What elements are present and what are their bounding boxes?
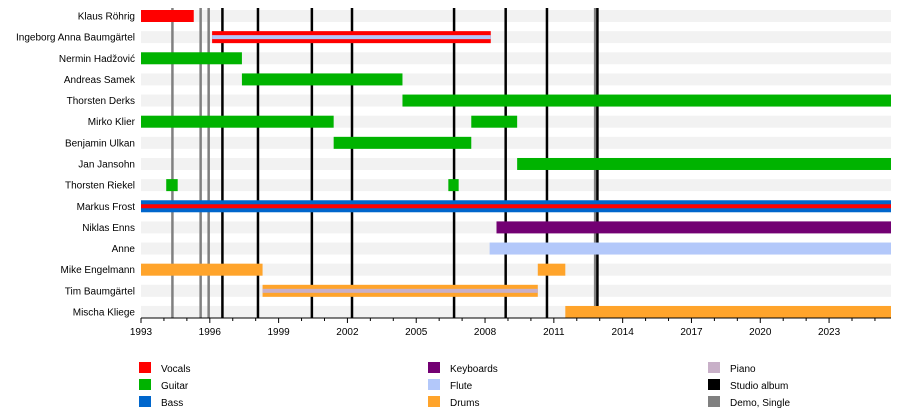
row-background [141,263,891,276]
member-label: Klaus Röhrig [78,12,135,23]
bar-guitar [448,179,459,192]
bar-stripe-flute [212,35,491,40]
legend-label: Bass [161,398,183,408]
legend-swatch-studio-album [708,379,720,390]
legend-label: Demo, Single [730,398,790,408]
member-label: Nermin Hadžović [59,54,135,65]
bar-flute [489,242,891,255]
bar-stripe-piano [262,288,538,293]
bar-drums [141,263,263,276]
legend-label: Flute [450,381,473,392]
member-label: Mischa Kliege [73,307,136,318]
member-label: Thorsten Derks [67,96,135,107]
bar-guitar [471,115,518,128]
member-label: Mike Engelmann [61,265,135,276]
row-background [141,179,891,192]
row-background [141,52,891,65]
legend-label: Studio album [730,381,788,392]
bar-guitar [166,179,178,192]
legend-swatch-drums [428,396,440,407]
member-label: Jan Jansohn [78,159,135,170]
member-label: Thorsten Riekel [65,181,135,192]
x-tick-label: 2020 [749,327,772,338]
bar-drums [537,263,566,276]
bar-guitar [241,73,403,86]
member-label: Ingeborg Anna Baumgärtel [16,33,135,44]
x-tick-label: 1993 [130,327,153,338]
bar-guitar [141,52,242,65]
legend-label: Vocals [161,364,190,375]
bar-keyboards [496,221,891,234]
legend-swatch-bass [139,396,151,407]
legend-swatch-flute [428,379,440,390]
bar-guitar [402,94,891,107]
member-label: Andreas Samek [64,75,136,86]
x-tick-label: 2014 [612,327,635,338]
legend-swatch-guitar [139,379,151,390]
legend-label: Guitar [161,381,189,392]
x-tick-label: 1999 [267,327,290,338]
x-tick-label: 2008 [474,327,497,338]
x-tick-label: 2011 [543,327,565,338]
bar-stripe-vocals [141,204,891,209]
x-tick-label: 2002 [336,327,359,338]
x-tick-label: 2017 [680,327,703,338]
bar-vocals [141,10,194,22]
legend-swatch-piano [708,362,720,373]
x-tick-label: 2023 [818,327,841,338]
legend-label: Keyboards [450,364,498,375]
member-label: Niklas Enns [82,223,135,234]
x-tick-label: 2005 [405,327,428,338]
row-background [141,136,891,149]
bar-guitar [333,136,472,149]
member-label: Tim Baumgärtel [65,286,135,297]
bar-guitar [517,157,891,170]
member-label: Mirko Klier [88,117,136,128]
bar-drums [565,305,891,318]
legend-swatch-keyboards [428,362,440,373]
legend-swatch-demo-single [708,396,720,407]
member-label: Anne [112,244,136,255]
legend-swatch-vocals [139,362,151,373]
row-background [141,10,891,22]
legend-label: Piano [730,364,756,375]
member-label: Benjamin Ulkan [65,138,135,149]
member-label: Markus Frost [77,202,136,213]
legend-label: Drums [450,398,479,408]
bar-guitar [141,115,334,128]
x-tick-label: 1996 [199,327,222,338]
